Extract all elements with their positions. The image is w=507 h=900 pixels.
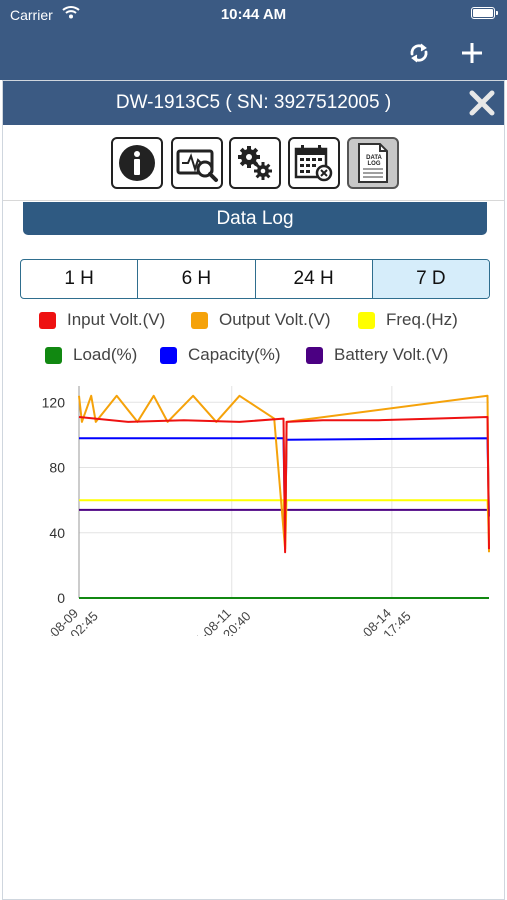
carrier-label: Carrier <box>10 7 53 23</box>
calendar-schedule-icon <box>294 145 333 182</box>
legend-label: Output Volt.(V) <box>219 310 331 329</box>
legend-item-output-volt[interactable]: Output Volt.(V) <box>191 310 331 330</box>
add-button[interactable] <box>455 36 489 70</box>
data-log-button[interactable]: DATA LOG <box>347 137 399 189</box>
y-tick-label: 120 <box>42 394 66 410</box>
x-tick-label: 2021-08-1417:45 <box>336 597 413 636</box>
time-range-selector: 1 H 6 H 24 H 7 D <box>20 259 490 299</box>
wifi-icon <box>62 5 80 22</box>
plus-icon <box>462 43 482 63</box>
legend-label: Load(%) <box>73 345 138 364</box>
legend-row: Input Volt.(V) Output Volt.(V) Freq.(Hz) <box>3 307 504 333</box>
monitor-button[interactable] <box>171 137 223 189</box>
legend-label: Capacity(%) <box>188 345 281 364</box>
close-button[interactable] <box>468 89 496 117</box>
range-7d[interactable]: 7 D <box>372 260 489 298</box>
toolbar: DATA LOG <box>3 125 504 201</box>
settings-button[interactable] <box>229 137 281 189</box>
legend-label: Battery Volt.(V) <box>334 345 449 364</box>
legend-label: Freq.(Hz) <box>386 310 458 329</box>
legend-swatch <box>39 311 56 329</box>
series-line-input-volt-v <box>78 416 490 554</box>
device-modal: DW-1913C5 ( SN: 3927512005 ) <box>2 80 505 900</box>
refresh-icon <box>410 43 428 63</box>
y-tick-label: 80 <box>49 460 65 476</box>
data-log-icon <box>358 143 388 183</box>
legend-item-capacity[interactable]: Capacity(%) <box>160 345 281 365</box>
info-icon <box>119 145 155 181</box>
schedule-button[interactable] <box>288 137 340 189</box>
monitor-inspect-icon <box>176 149 218 182</box>
legend-item-battery-volt[interactable]: Battery Volt.(V) <box>306 345 448 365</box>
modal-header: DW-1913C5 ( SN: 3927512005 ) <box>3 81 504 125</box>
modal-title: DW-1913C5 ( SN: 3927512005 ) <box>115 92 392 113</box>
range-1h[interactable]: 1 H <box>21 260 139 298</box>
info-button[interactable] <box>111 137 163 189</box>
y-tick-label: 0 <box>57 590 65 606</box>
battery-icon <box>471 7 498 19</box>
legend-label: Input Volt.(V) <box>67 310 166 329</box>
close-icon <box>469 90 495 116</box>
section-title: Data Log <box>23 202 487 235</box>
data-log-icon-label: DATA LOG <box>366 155 382 167</box>
range-24h[interactable]: 24 H <box>256 260 373 298</box>
legend-item-freq[interactable]: Freq.(Hz) <box>358 310 458 330</box>
legend-swatch <box>191 311 208 329</box>
refresh-button[interactable] <box>402 36 436 70</box>
legend-row: Load(%) Capacity(%) Battery Volt.(V) <box>3 343 504 369</box>
x-tick-label: 2021-08-1120:40 <box>177 597 254 636</box>
legend-swatch <box>45 346 62 364</box>
range-6h[interactable]: 6 H <box>138 260 256 298</box>
legend-item-load[interactable]: Load(%) <box>45 345 137 365</box>
legend-swatch <box>306 346 323 364</box>
legend-swatch <box>358 311 375 329</box>
legend-swatch <box>160 346 177 364</box>
status-bar: Carrier 10:44 AM <box>0 5 507 25</box>
status-time: 10:44 AM <box>220 6 287 23</box>
y-tick-label: 40 <box>49 525 65 541</box>
navigation-bar: Carrier 10:44 AM <box>0 0 507 80</box>
legend-item-input-volt[interactable]: Input Volt.(V) <box>39 310 165 330</box>
gears-icon <box>238 146 272 180</box>
